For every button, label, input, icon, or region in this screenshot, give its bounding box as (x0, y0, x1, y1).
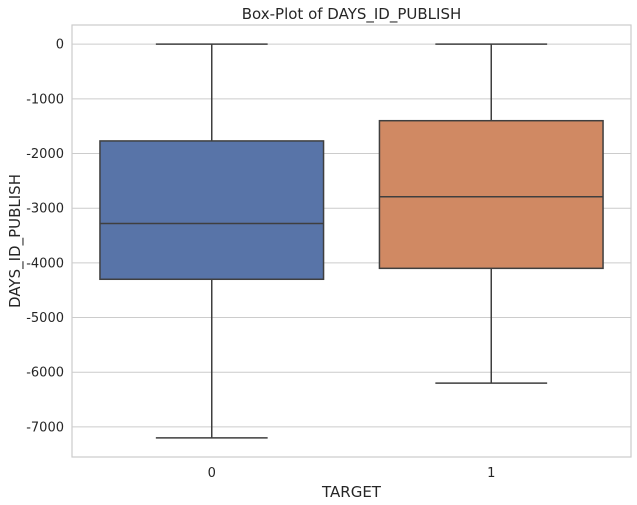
box-1 (378, 119, 604, 270)
y-tick-label--4000: -4000 (26, 256, 64, 271)
y-tick-label--1000: -1000 (26, 92, 64, 107)
y-tick-labels: 0 -1000 -2000 -3000 -4000 -5000 -6000 -7000 (26, 38, 64, 436)
x-tick-label-0: 0 (208, 466, 216, 481)
box-0 (99, 140, 325, 281)
y-tick-label--3000: -3000 (26, 202, 64, 217)
box-group-1 (378, 43, 604, 384)
boxes (99, 43, 604, 439)
y-tick-label--7000: -7000 (26, 420, 64, 435)
y-tick-label--6000: -6000 (26, 366, 64, 381)
plot-area (71, 24, 632, 458)
plot-frame (71, 24, 632, 458)
y-tick-label-0: 0 (56, 38, 64, 53)
box-group-0 (99, 43, 325, 439)
x-tick-label-1: 1 (487, 466, 495, 481)
chart-title: Box-Plot of DAYS_ID_PUBLISH (242, 5, 462, 24)
x-axis-label: TARGET (321, 483, 382, 501)
y-axis-label: DAYS_ID_PUBLISH (6, 174, 25, 308)
y-tick-label--5000: -5000 (26, 311, 64, 326)
y-tick-label--2000: -2000 (26, 147, 64, 162)
